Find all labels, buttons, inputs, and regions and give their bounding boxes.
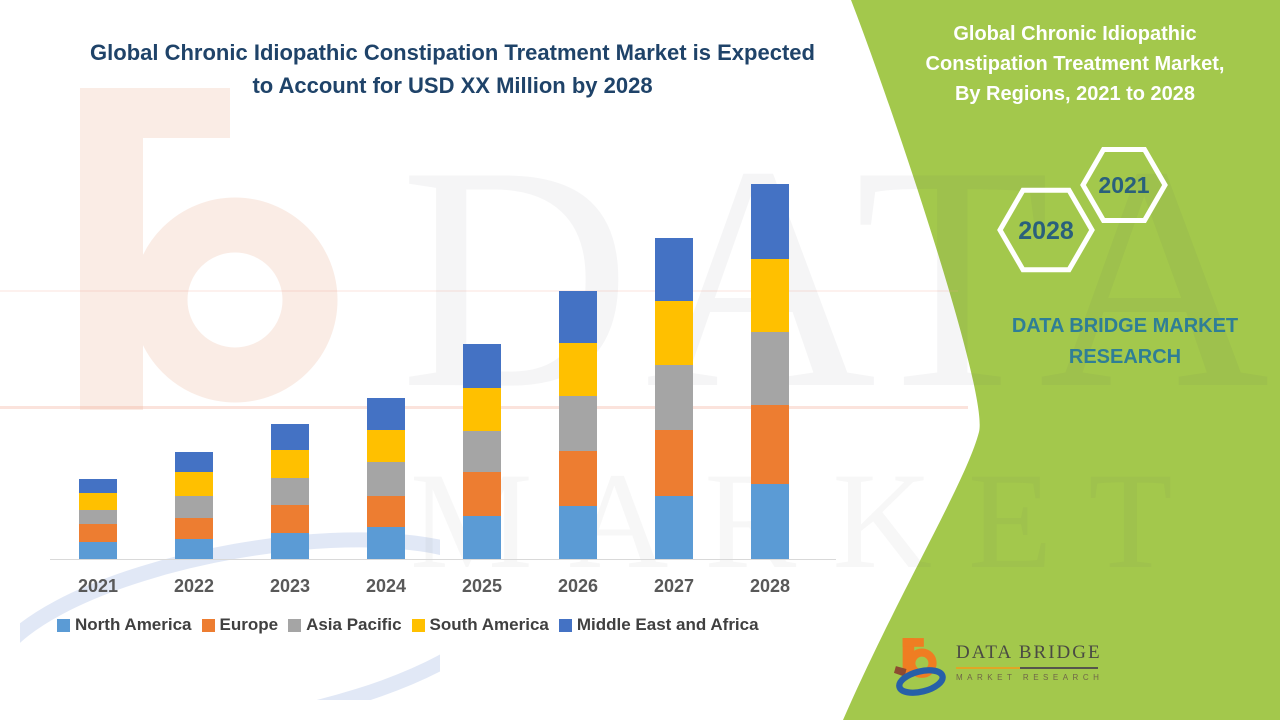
bar-segment-2026-middle-east-and-africa [559, 291, 597, 343]
bar-segment-2025-north-america [463, 516, 501, 559]
bar-segment-2022-asia-pacific [175, 496, 213, 518]
legend-label: Middle East and Africa [576, 615, 759, 634]
x-axis-tick-label: 2022 [173, 576, 215, 596]
legend-item-north-america: North America [57, 615, 192, 635]
legend-swatch-icon [57, 618, 70, 632]
year-hexagon-badges: 2021 2028 [997, 147, 1168, 273]
bar-segment-2024-europe [367, 496, 405, 527]
logo-brand-text: DATA BRIDGE [956, 642, 1102, 663]
bar-segment-2024-north-america [367, 527, 405, 559]
bar-segment-2023-middle-east-and-africa [271, 424, 309, 450]
chart-title: Global Chronic Idiopathic Constipation T… [55, 36, 850, 102]
x-axis-tick-label: 2025 [461, 576, 503, 596]
logo-divider [956, 667, 1098, 669]
legend-swatch-icon [558, 618, 572, 632]
bar-segment-2028-south-america [751, 259, 789, 332]
brand-caption: DATA BRIDGE MARKET RESEARCH [1011, 315, 1239, 368]
green-panel-shape [843, 0, 1280, 720]
x-axis-tick-label: 2026 [557, 576, 599, 596]
bar-segment-2027-south-america [655, 301, 693, 365]
x-axis-tick-label: 2023 [269, 576, 311, 596]
x-axis-tick-label: 2024 [365, 576, 407, 596]
legend-label: Europe [219, 615, 279, 634]
logo-sub-text: MARKET RESEARCH [956, 673, 1104, 682]
bar-segment-2022-europe [175, 518, 213, 539]
bar-segment-2021-south-america [79, 493, 117, 510]
bar-segment-2021-asia-pacific [79, 510, 117, 524]
bar-segment-2024-middle-east-and-africa [367, 398, 405, 430]
bar-segment-2027-middle-east-and-africa [655, 238, 693, 301]
side-panel-title: Global Chronic Idiopathic Constipation T… [885, 19, 1265, 109]
legend-item-middle-east-and-africa: Middle East and Africa [558, 615, 759, 635]
chart-title-line2: to Account for USD XX Million by 2028 [252, 73, 653, 98]
data-bridge-logo: DATA BRIDGE MARKET RESEARCH [893, 635, 1103, 701]
side-panel-title-line2: Constipation Treatment Market, [925, 53, 1225, 75]
bar-segment-2023-south-america [271, 450, 309, 478]
bar-segment-2026-europe [559, 451, 597, 506]
legend-item-south-america: South America [411, 615, 549, 635]
legend-label: Asia Pacific [306, 615, 402, 634]
chart-title-line1: Global Chronic Idiopathic Constipation T… [90, 40, 815, 65]
hexagon-2021-icon [1080, 147, 1168, 223]
bar-segment-2025-europe [463, 472, 501, 516]
bar-segment-2027-asia-pacific [655, 365, 693, 430]
bar-segment-2022-north-america [175, 539, 213, 559]
bar-segment-2028-middle-east-and-africa [751, 184, 789, 259]
hexagon-2021-label: 2021 [1098, 172, 1149, 198]
bar-segment-2025-south-america [463, 388, 501, 431]
bar-segment-2023-north-america [271, 533, 309, 559]
bar-segment-2026-asia-pacific [559, 396, 597, 451]
x-axis-line [50, 559, 836, 560]
bar-segment-2022-middle-east-and-africa [175, 452, 213, 472]
x-axis-tick-label: 2021 [77, 576, 119, 596]
x-axis-tick-label: 2028 [749, 576, 791, 596]
bar-segment-2025-asia-pacific [463, 431, 501, 472]
chart-legend: North America Europe Asia Pacific South Ame… [57, 615, 759, 635]
bar-segment-2028-asia-pacific [751, 332, 789, 405]
bar-segment-2021-europe [79, 524, 117, 542]
legend-item-asia-pacific: Asia Pacific [288, 615, 402, 635]
x-axis-tick-label: 2027 [653, 576, 695, 596]
bar-segment-2026-north-america [559, 506, 597, 559]
bar-segment-2027-europe [655, 430, 693, 496]
bar-segment-2027-north-america [655, 496, 693, 559]
bar-segment-2021-middle-east-and-africa [79, 479, 117, 493]
legend-item-europe: Europe [201, 615, 279, 635]
bar-segment-2023-europe [271, 505, 309, 533]
side-panel-title-line3: By Regions, 2021 to 2028 [954, 83, 1196, 105]
bar-segment-2022-south-america [175, 472, 213, 496]
legend-swatch-icon [201, 618, 215, 632]
legend-swatch-icon [411, 618, 425, 632]
legend-label: South America [429, 615, 549, 634]
bar-segment-2023-asia-pacific [271, 478, 309, 505]
logo-text-block: DATA BRIDGE MARKET RESEARCH [956, 635, 1103, 682]
bar-segment-2025-middle-east-and-africa [463, 344, 501, 388]
hexagon-2028-label: 2028 [1018, 217, 1074, 245]
bar-segment-2028-north-america [751, 484, 789, 559]
legend-swatch-icon [288, 618, 302, 632]
bar-segment-2028-europe [751, 405, 789, 484]
bar-segment-2024-asia-pacific [367, 462, 405, 496]
bar-segment-2026-south-america [559, 343, 597, 396]
bar-segment-2021-north-america [79, 542, 117, 559]
side-panel-title-line1: Global Chronic Idiopathic [953, 23, 1197, 45]
legend-label: North America [75, 615, 192, 634]
hexagon-2028-icon [997, 187, 1095, 273]
data-bridge-logo-icon [893, 638, 946, 696]
bar-segment-2024-south-america [367, 430, 405, 462]
